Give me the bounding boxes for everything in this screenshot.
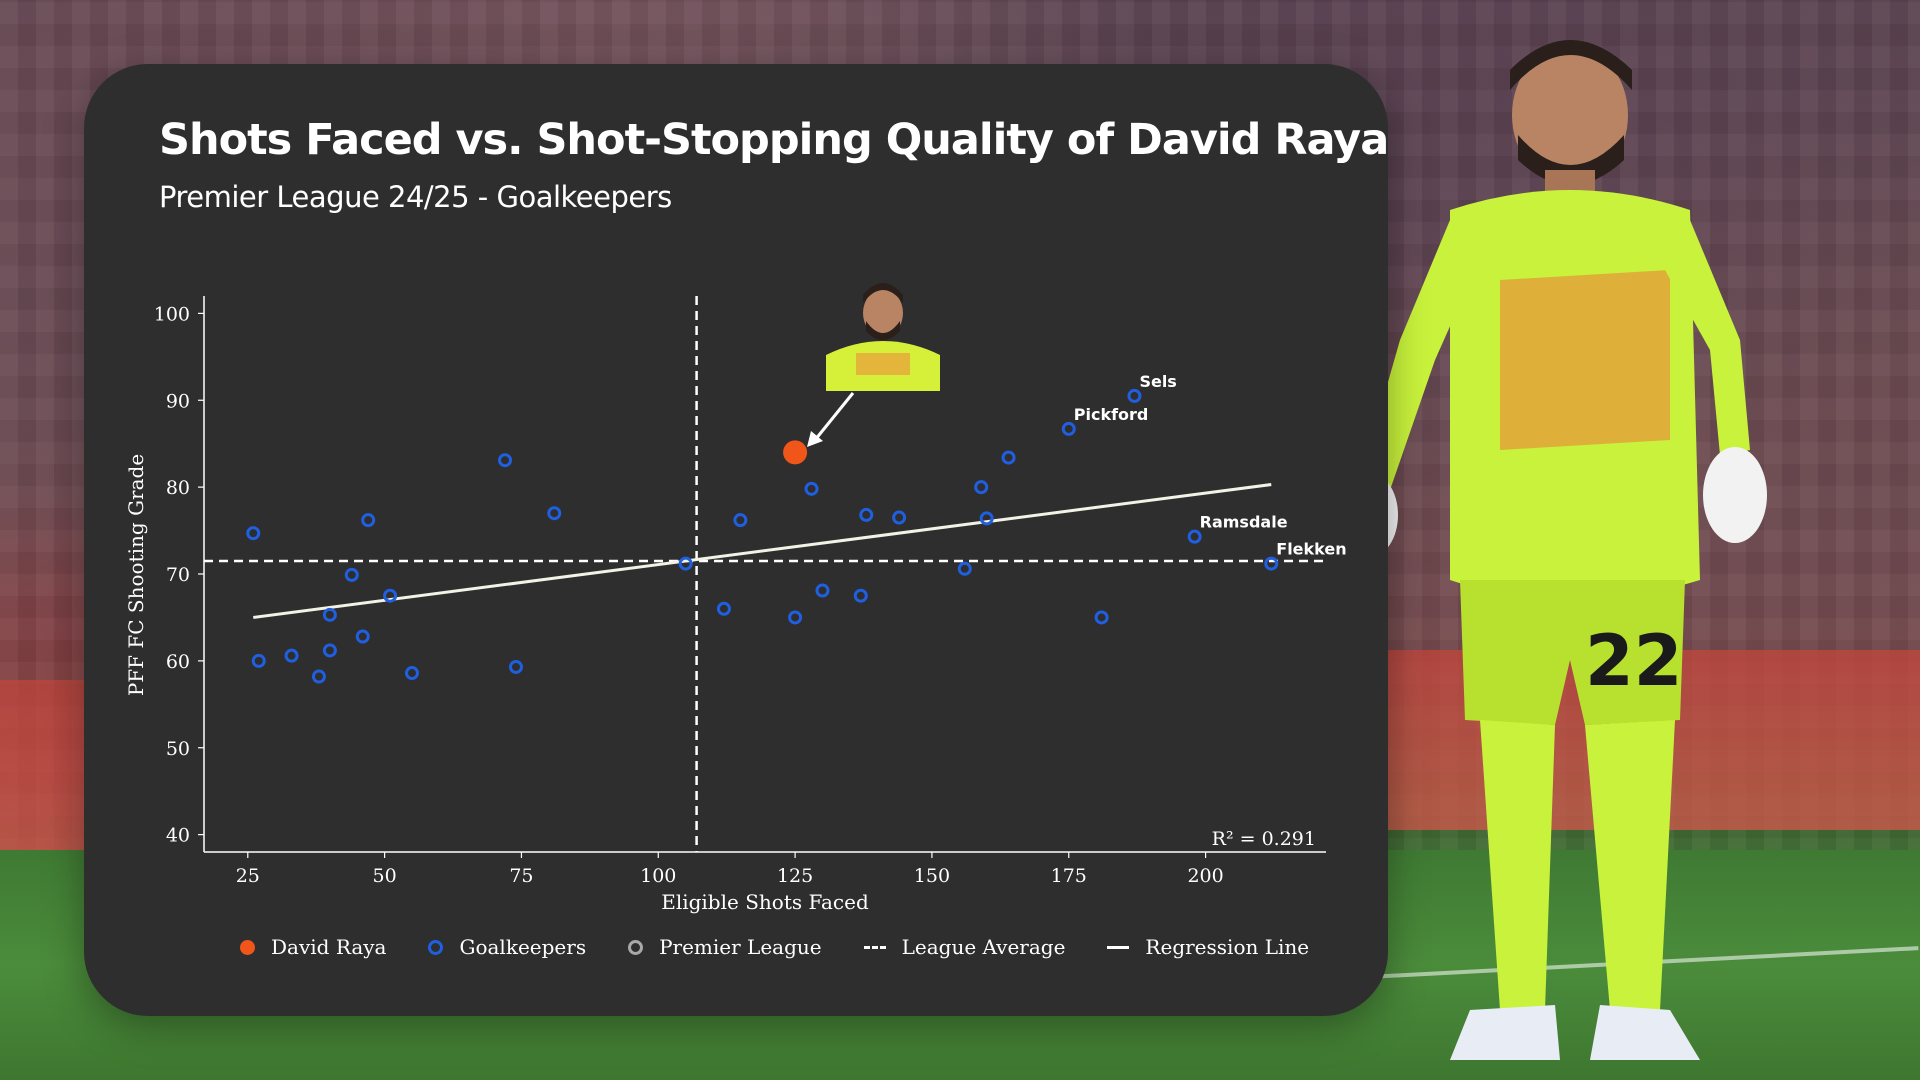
goalkeeper-point [344,567,359,582]
y-tick-label: 90 [166,390,190,412]
goalkeeper-point [804,481,819,496]
x-tick-label: 25 [236,865,260,887]
goalkeeper-point [853,588,868,603]
legend-premier-league-marker [628,939,644,955]
goalkeeper-point [1127,388,1142,403]
point-label: Flekken [1276,540,1346,559]
goalkeeper-point [508,659,523,674]
point-label: Ramsdale [1200,513,1288,532]
goalkeeper-point [1061,421,1076,436]
goalkeeper-point [547,506,562,521]
legend-goalkeepers-label: Goalkeepers [459,935,587,959]
chart-points [246,388,1279,684]
legend-item-premier-league: Premier League [628,935,822,959]
y-tick-label: 100 [154,303,190,325]
x-tick-label: 125 [777,865,813,887]
legend-item-highlight: David Raya [240,935,386,959]
x-tick-label: 50 [373,865,397,887]
legend-premier-league-label: Premier League [659,935,822,959]
x-tick-label: 100 [640,865,676,887]
chart-legend: David Raya Goalkeepers Premier League Le… [240,935,1309,959]
legend-item-goalkeepers: Goalkeepers [428,935,586,959]
highlight-arrow-head [807,431,823,447]
goalkeeper-photo: 22 [1342,40,1767,1060]
chart-point-labels: Pickford Sels Ramsdale Flekken [1074,372,1347,559]
y-axis-label: PFF FC Shooting Grade [124,454,148,696]
y-tick-label: 40 [166,825,190,847]
goalkeeper-point [355,629,370,644]
legend-item-regression-line: Regression Line [1107,935,1309,959]
goalkeeper-point [892,510,907,525]
y-tick-label: 50 [166,738,190,760]
goalkeeper-point [1264,556,1279,571]
legend-regression-line-label: Regression Line [1145,935,1310,959]
svg-text:22: 22 [1585,620,1682,702]
point-label: Sels [1139,372,1176,391]
x-axis-label: Eligible Shots Faced [661,890,869,914]
legend-league-average-marker [863,945,886,949]
chart-axes: 25 50 75 100 125 150 175 200 40 50 60 70 80 90 100 [154,296,1326,887]
y-tick-label: 60 [166,651,190,673]
legend-league-average-label: League Average [901,935,1066,959]
point-label: Pickford [1074,405,1149,424]
highlight-point [783,440,808,465]
highlight-arrow [813,392,855,441]
goalkeeper-point [979,511,994,526]
goalkeeper-point [716,601,731,616]
goalkeeper-point [788,610,803,625]
goalkeeper-point [498,453,513,468]
r-squared-label: R² = 0.291 [1212,828,1316,850]
goalkeeper-point [1001,450,1016,465]
x-tick-label: 175 [1051,865,1087,887]
goalkeeper-point [284,648,299,663]
goalkeeper-point [404,666,419,681]
ad-board-left [0,680,90,850]
goalkeeper-point [246,526,261,541]
legend-item-league-average: League Average [863,935,1066,959]
goalkeeper-point [383,588,398,603]
goalkeeper-point [815,583,830,598]
x-tick-label: 150 [914,865,950,887]
x-tick-label: 75 [509,865,533,887]
goalkeeper-point [859,507,874,522]
y-tick-label: 80 [166,477,190,499]
legend-regression-line-marker [1107,945,1130,949]
goalkeeper-point [957,561,972,576]
goalkeeper-point [251,653,266,668]
goalkeeper-point [361,513,376,528]
chart-reference-lines [204,296,1326,852]
legend-highlight-label: David Raya [271,935,387,959]
x-tick-label: 200 [1187,865,1223,887]
goalkeeper-point [1094,610,1109,625]
chart-title: Shots Faced vs. Shot-Stopping Quality of… [159,115,1389,165]
legend-goalkeepers-marker [428,939,444,955]
goalkeeper-point [311,669,326,684]
goalkeeper-point [678,556,693,571]
chart-card [84,64,1388,1016]
goalkeeper-point [733,513,748,528]
legend-highlight-marker [240,939,255,955]
goalkeeper-point [322,643,337,658]
chart-subtitle: Premier League 24/25 - Goalkeepers [159,180,672,214]
goalkeeper-point [1187,529,1202,544]
goalkeeper-point [322,607,337,622]
goalkeeper-point [974,480,989,495]
regression-line [253,483,1272,619]
y-tick-label: 70 [166,564,190,586]
highlight-photo [826,275,940,391]
